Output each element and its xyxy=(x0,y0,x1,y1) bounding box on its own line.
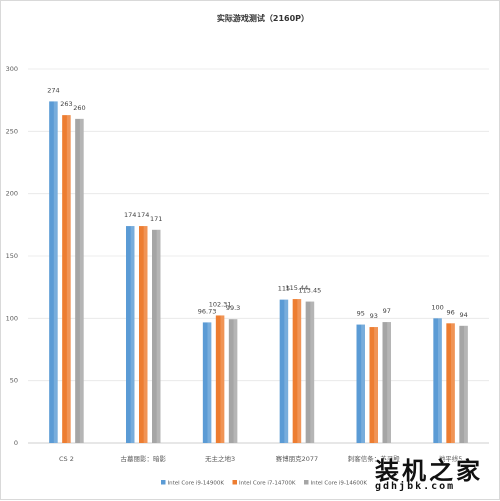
bar-highlight xyxy=(220,315,225,443)
bar-highlight xyxy=(310,301,315,443)
bar xyxy=(49,101,58,443)
x-axis: CS 2 古墓丽影：暗影 无主之地3 赛博朋克2077 刺客信条：英灵殿 地平线5 xyxy=(59,454,462,463)
data-label: 96.73 xyxy=(198,307,217,315)
y-axis: 0 50 100 150 200 250 300 xyxy=(6,65,18,447)
legend-label: Intel Core i9-14600K xyxy=(311,481,368,487)
bar xyxy=(369,327,378,443)
y-tick-label: 50 xyxy=(10,377,18,385)
legend-label: Intel Core i7-14700K xyxy=(239,481,296,487)
legend-swatch xyxy=(232,480,237,485)
bar-highlight xyxy=(464,325,468,443)
bar-highlight xyxy=(361,324,365,443)
bar xyxy=(382,322,391,443)
bar xyxy=(459,325,468,443)
bar xyxy=(139,226,148,443)
bar-highlight xyxy=(66,115,71,444)
data-label: 174 xyxy=(137,211,149,219)
y-tick-label: 100 xyxy=(6,314,18,322)
bar xyxy=(433,318,442,443)
data-label: 115.44 xyxy=(286,284,309,292)
bar xyxy=(215,315,225,443)
x-tick-label: 无主之地3 xyxy=(205,454,235,463)
data-label: 174 xyxy=(124,211,136,219)
bar-highlight xyxy=(143,226,148,443)
watermark-logo: 装机之家 gdhjbk.com xyxy=(375,451,495,497)
bar-highlight xyxy=(130,226,135,443)
gridlines xyxy=(28,68,489,444)
bar xyxy=(292,299,302,443)
bar xyxy=(356,324,365,443)
x-tick-label: 地平线5 xyxy=(439,454,463,463)
bar xyxy=(446,323,455,443)
bar-highlight xyxy=(156,229,161,443)
bar xyxy=(305,301,315,443)
watermark-brand: 装机之家 xyxy=(375,456,483,485)
bar-highlight xyxy=(284,299,289,443)
bars xyxy=(49,101,468,444)
data-label: 102.31 xyxy=(209,300,232,308)
data-label: 99.3 xyxy=(226,304,240,312)
bar xyxy=(279,299,289,443)
y-tick-label: 150 xyxy=(6,252,18,260)
data-label: 113.45 xyxy=(299,287,322,295)
x-tick-label: 古墓丽影：暗影 xyxy=(121,454,167,463)
y-tick-label: 0 xyxy=(14,439,18,447)
x-tick-label: 刺客信条：英灵殿 xyxy=(348,454,401,463)
y-tick-label: 250 xyxy=(6,127,18,135)
chart-title: 实际游戏测试（2160P） xyxy=(217,13,309,23)
data-label: 263 xyxy=(60,100,72,108)
bar xyxy=(126,226,135,443)
x-tick-label: 赛博朋克2077 xyxy=(276,454,319,463)
legend: Intel Core i9-14900K Intel Core i7-14700K… xyxy=(161,480,367,487)
bar-highlight xyxy=(387,322,391,443)
legend-label: Intel Core i9-14900K xyxy=(168,481,225,487)
legend-swatch xyxy=(304,480,309,485)
watermark-url: gdhjbk.com xyxy=(375,481,456,492)
bar-highlight xyxy=(451,323,455,443)
data-label: 100 xyxy=(431,303,443,311)
data-label: 93 xyxy=(370,312,378,320)
x-tick-label: CS 2 xyxy=(59,455,74,463)
legend-swatch xyxy=(161,480,166,485)
bar-highlight xyxy=(374,327,378,443)
bar xyxy=(202,322,212,443)
data-label: 171 xyxy=(150,215,162,223)
bar-highlight xyxy=(207,322,212,443)
bar xyxy=(62,115,71,444)
data-label: 274 xyxy=(47,86,59,94)
bar-highlight xyxy=(297,299,302,443)
bar xyxy=(228,319,238,443)
y-tick-label: 200 xyxy=(6,190,18,198)
data-label: 260 xyxy=(73,104,85,112)
bar-highlight xyxy=(53,101,58,443)
bar xyxy=(75,118,84,443)
data-label: 97 xyxy=(383,307,391,315)
bar-highlight xyxy=(233,319,238,443)
data-label: 96 xyxy=(446,308,454,316)
data-label: 94 xyxy=(459,311,467,319)
bar-highlight xyxy=(79,118,84,443)
data-label: 115 xyxy=(278,285,290,293)
bar xyxy=(152,229,161,443)
y-tick-label: 300 xyxy=(6,65,18,73)
data-label: 95 xyxy=(357,310,365,318)
bar-highlight xyxy=(438,318,442,443)
